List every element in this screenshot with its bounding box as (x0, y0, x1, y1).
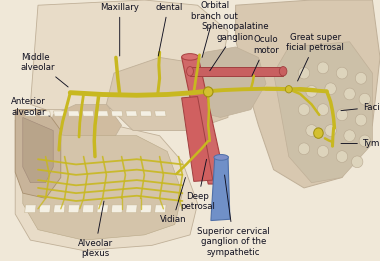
Polygon shape (15, 110, 61, 198)
Text: Tympanic: Tympanic (341, 139, 380, 148)
Polygon shape (54, 205, 65, 213)
Polygon shape (25, 111, 36, 116)
Text: Anterior
alveolar: Anterior alveolar (11, 97, 49, 117)
Polygon shape (97, 111, 108, 116)
Ellipse shape (298, 104, 310, 115)
Polygon shape (190, 47, 266, 117)
Ellipse shape (336, 109, 348, 121)
Ellipse shape (359, 93, 370, 105)
Ellipse shape (182, 54, 198, 60)
Polygon shape (182, 97, 213, 181)
Ellipse shape (317, 104, 329, 115)
Polygon shape (126, 111, 137, 116)
Polygon shape (106, 57, 228, 130)
Ellipse shape (336, 67, 348, 79)
Ellipse shape (317, 146, 329, 157)
Ellipse shape (306, 86, 317, 97)
Polygon shape (111, 205, 123, 213)
Ellipse shape (344, 130, 355, 141)
Ellipse shape (214, 155, 228, 160)
Polygon shape (25, 205, 36, 213)
Ellipse shape (306, 125, 317, 136)
Text: Orbital
branch out: Orbital branch out (191, 2, 238, 57)
Text: Facial: Facial (341, 103, 380, 111)
Polygon shape (39, 205, 51, 213)
Ellipse shape (187, 67, 193, 76)
Ellipse shape (298, 143, 310, 155)
Polygon shape (39, 111, 51, 116)
Polygon shape (190, 67, 283, 76)
Polygon shape (140, 111, 152, 116)
Polygon shape (46, 104, 122, 162)
Text: Posterior
dental: Posterior dental (150, 0, 188, 56)
Ellipse shape (336, 151, 348, 162)
Ellipse shape (314, 128, 323, 138)
Polygon shape (97, 205, 108, 213)
Polygon shape (15, 120, 198, 251)
Ellipse shape (325, 125, 336, 136)
Polygon shape (82, 111, 94, 116)
Text: Maxillary: Maxillary (100, 3, 139, 56)
Polygon shape (182, 57, 226, 184)
Polygon shape (54, 111, 65, 116)
Polygon shape (111, 111, 123, 116)
Text: Deep
petrosal: Deep petrosal (180, 159, 215, 211)
Ellipse shape (359, 135, 370, 147)
Text: Vidian: Vidian (160, 177, 186, 224)
Text: Superior cervical
ganglion of the
sympathetic: Superior cervical ganglion of the sympat… (197, 175, 270, 257)
Ellipse shape (325, 83, 336, 94)
Ellipse shape (352, 156, 363, 168)
Ellipse shape (355, 73, 367, 84)
Polygon shape (30, 0, 228, 110)
Text: Middle
alveolar: Middle alveolar (21, 53, 68, 87)
Ellipse shape (204, 87, 213, 97)
Polygon shape (23, 117, 53, 183)
Polygon shape (211, 157, 230, 221)
Ellipse shape (355, 114, 367, 126)
Polygon shape (126, 205, 137, 213)
Polygon shape (236, 0, 380, 188)
Text: Oculo
motor: Oculo motor (252, 35, 279, 76)
Ellipse shape (279, 67, 287, 76)
Polygon shape (155, 111, 166, 116)
Polygon shape (68, 111, 79, 116)
Ellipse shape (344, 88, 355, 100)
Polygon shape (23, 130, 182, 240)
Polygon shape (274, 42, 372, 183)
Polygon shape (82, 205, 94, 213)
Polygon shape (68, 205, 79, 213)
Ellipse shape (285, 86, 292, 93)
Polygon shape (140, 205, 152, 213)
Text: Sphenopalatine
ganglion: Sphenopalatine ganglion (202, 22, 269, 71)
Ellipse shape (298, 67, 310, 79)
Polygon shape (155, 205, 166, 213)
Ellipse shape (317, 62, 329, 74)
Text: Great super
ficial petrosal: Great super ficial petrosal (287, 33, 344, 81)
Text: Alveolar
plexus: Alveolar plexus (78, 201, 112, 258)
